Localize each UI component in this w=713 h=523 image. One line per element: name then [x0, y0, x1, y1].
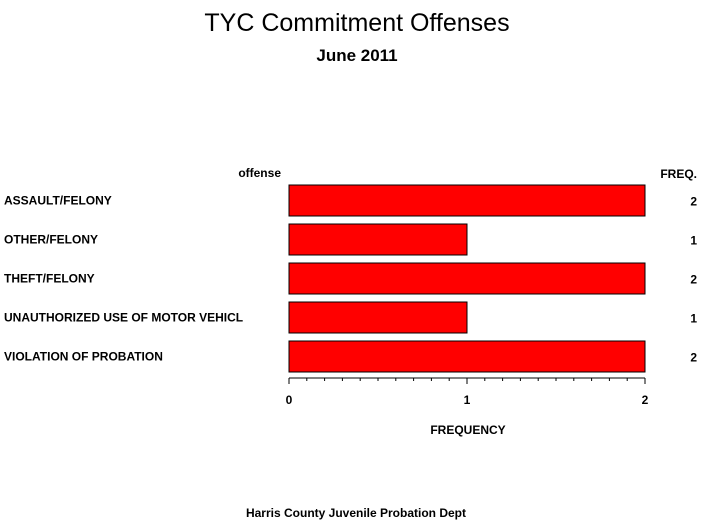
bar: [288, 301, 468, 334]
bars-group: ASSAULT/FELONY 2 OTHER/FELONY 1 THEFT/FELONY…: [4, 184, 697, 373]
freq-value: 2: [690, 351, 697, 365]
category-label: THEFT/FELONY: [4, 272, 95, 286]
freq-value: 1: [690, 234, 697, 248]
bar: [288, 340, 646, 373]
category-header: offense: [238, 166, 281, 180]
category-label: OTHER/FELONY: [4, 233, 98, 247]
bar: [288, 262, 646, 295]
category-label: ASSAULT/FELONY: [4, 194, 112, 208]
footnote: Harris County Juvenile Probation Dept: [246, 506, 466, 520]
bar: [288, 223, 468, 256]
bar: [288, 184, 646, 217]
x-tick-label: 2: [642, 393, 649, 407]
category-label: UNAUTHORIZED USE OF MOTOR VEHICL: [4, 311, 243, 325]
freq-value: 2: [690, 195, 697, 209]
freq-value: 1: [690, 312, 697, 326]
chart-title: TYC Commitment Offenses: [204, 9, 509, 37]
x-tick-label: 1: [464, 393, 471, 407]
x-tick-label: 0: [286, 393, 293, 407]
x-axis: 0 1 2: [286, 377, 649, 407]
x-axis-title: FREQUENCY: [430, 423, 505, 437]
chart-subtitle: June 2011: [316, 46, 397, 65]
freq-value: 2: [690, 273, 697, 287]
category-label: VIOLATION OF PROBATION: [4, 350, 163, 364]
freq-header: FREQ.: [660, 167, 697, 181]
